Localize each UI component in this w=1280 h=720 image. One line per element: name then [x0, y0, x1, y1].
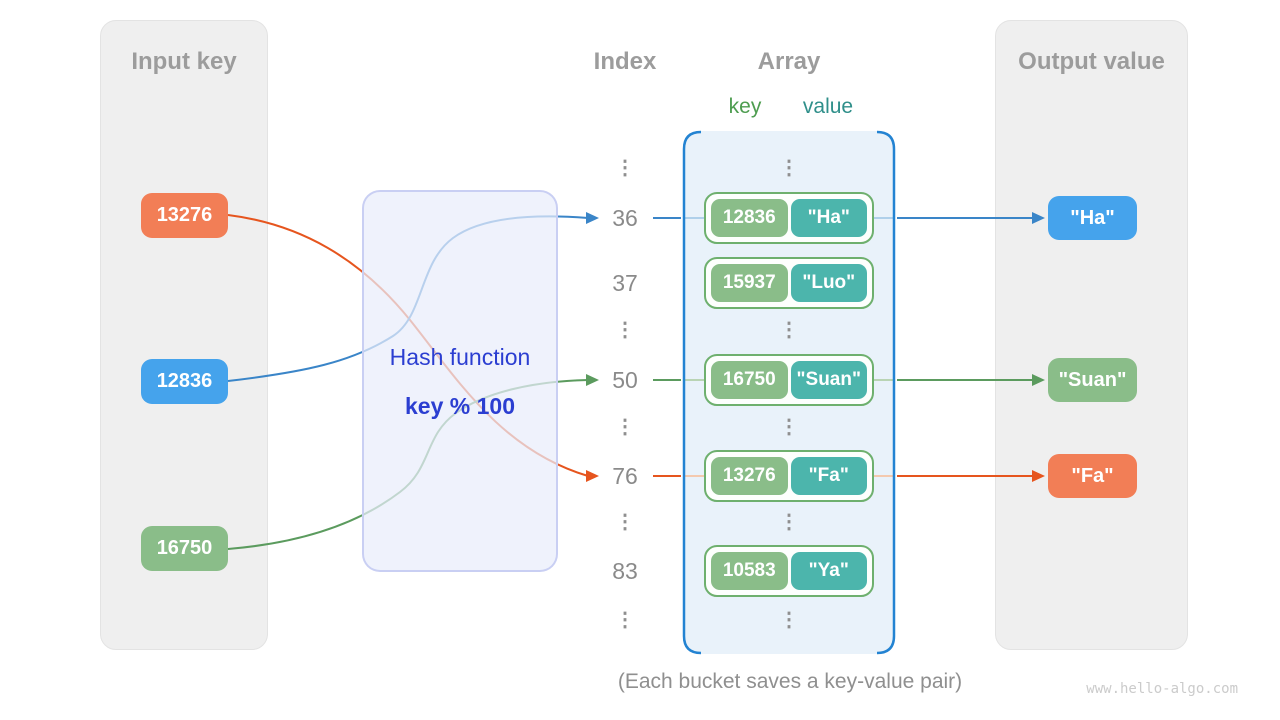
input-badge-13276: 13276: [141, 193, 228, 238]
arrowhead-ha: [1032, 212, 1045, 224]
bucket-key: 15937: [711, 264, 788, 302]
input-badge-16750: 16750: [141, 526, 228, 571]
key-column-header: key: [728, 95, 762, 118]
index-ellipsis: ⋮: [615, 609, 635, 631]
value-column-header: value: [802, 95, 854, 118]
index-76: 76: [612, 463, 638, 489]
bucket-row-36: 12836 "Ha": [704, 192, 874, 244]
arrowhead-fa: [1032, 470, 1045, 482]
output-badge-ha: "Ha": [1048, 196, 1137, 240]
bucket-row-83: 10583 "Ya": [704, 545, 874, 597]
bucket-value: "Luo": [790, 264, 867, 302]
bucket-key: 12836: [711, 199, 788, 237]
array-title: Array: [757, 48, 821, 75]
bucket-key: 16750: [711, 361, 788, 399]
index-ellipsis: ⋮: [615, 319, 635, 341]
bucket-row-76: 13276 "Fa": [704, 450, 874, 502]
output-value-title: Output value: [1018, 48, 1165, 75]
bucket-key: 10583: [711, 552, 788, 590]
hash-function-label: Hash function: [389, 344, 531, 370]
bucket-key: 13276: [711, 457, 788, 495]
array-ellipsis: ⋮: [779, 157, 799, 179]
bucket-row-37: 15937 "Luo": [704, 257, 874, 309]
index-title: Index: [593, 48, 657, 75]
arrowhead-index76: [586, 470, 599, 482]
hash-function-box: Hash function key % 100: [362, 190, 558, 572]
arrowhead-suan: [1032, 374, 1045, 386]
array-ellipsis: ⋮: [779, 416, 799, 438]
array-bracket-right: [876, 130, 896, 655]
bucket-value: "Ya": [790, 552, 867, 590]
bucket-row-50: 16750 "Suan": [704, 354, 874, 406]
output-badge-suan: "Suan": [1048, 358, 1137, 402]
arrowhead-index50: [586, 374, 599, 386]
arrowhead-index36: [586, 212, 599, 224]
index-ellipsis: ⋮: [615, 416, 635, 438]
array-ellipsis: ⋮: [779, 609, 799, 631]
array-caption: (Each bucket saves a key-value pair): [617, 670, 963, 693]
array-ellipsis: ⋮: [779, 319, 799, 341]
bucket-value: "Ha": [790, 199, 867, 237]
index-ellipsis: ⋮: [615, 511, 635, 533]
watermark: www.hello-algo.com: [1086, 681, 1238, 697]
index-37: 37: [612, 270, 638, 296]
array-ellipsis: ⋮: [779, 511, 799, 533]
hash-function-formula: key % 100: [405, 393, 515, 419]
index-36: 36: [612, 205, 638, 231]
output-value-panel: [995, 20, 1188, 650]
index-50: 50: [612, 367, 638, 393]
bucket-value: "Suan": [790, 361, 867, 399]
index-ellipsis: ⋮: [615, 157, 635, 179]
input-key-title: Input key: [131, 48, 237, 75]
input-badge-12836: 12836: [141, 359, 228, 404]
output-badge-fa: "Fa": [1048, 454, 1137, 498]
index-83: 83: [612, 558, 638, 584]
array-bracket-left: [682, 130, 702, 655]
bucket-value: "Fa": [790, 457, 867, 495]
